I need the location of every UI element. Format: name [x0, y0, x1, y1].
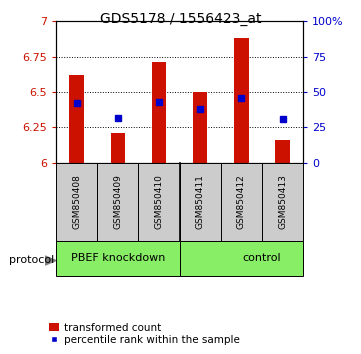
- Text: control: control: [243, 253, 281, 263]
- Bar: [234, 38, 249, 163]
- Bar: [56, 241, 180, 276]
- Bar: [180, 163, 221, 241]
- Text: GSM850409: GSM850409: [113, 174, 122, 229]
- Legend: transformed count, percentile rank within the sample: transformed count, percentile rank withi…: [48, 322, 240, 345]
- Bar: [56, 163, 97, 241]
- Bar: [138, 163, 180, 241]
- Text: GSM850412: GSM850412: [237, 175, 246, 229]
- Bar: [193, 92, 208, 163]
- Bar: [69, 75, 84, 163]
- Bar: [262, 163, 303, 241]
- Text: GSM850408: GSM850408: [72, 174, 81, 229]
- Bar: [97, 163, 138, 241]
- Text: GSM850410: GSM850410: [155, 174, 164, 229]
- Text: GSM850411: GSM850411: [196, 174, 205, 229]
- Bar: [110, 133, 125, 163]
- Bar: [221, 163, 262, 241]
- Bar: [180, 241, 303, 276]
- Text: GSM850413: GSM850413: [278, 174, 287, 229]
- Text: GDS5178 / 1556423_at: GDS5178 / 1556423_at: [100, 12, 261, 27]
- Polygon shape: [45, 256, 56, 265]
- Bar: [275, 140, 290, 163]
- Bar: [152, 62, 166, 163]
- Text: PBEF knockdown: PBEF knockdown: [71, 253, 165, 263]
- Text: protocol: protocol: [9, 255, 54, 265]
